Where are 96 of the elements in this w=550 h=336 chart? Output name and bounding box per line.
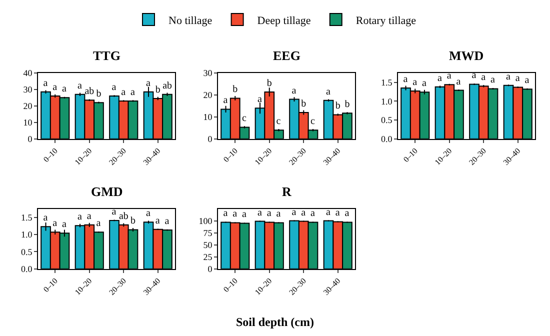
legend-label: No tillage	[168, 14, 212, 27]
y-tick-label: 0	[28, 134, 33, 144]
data-label: a	[121, 86, 126, 98]
data-label: ab	[118, 210, 128, 222]
data-label: b	[266, 78, 272, 90]
chart-title: R	[282, 184, 292, 199]
data-label: a	[506, 71, 512, 82]
data-label: ab	[84, 86, 94, 98]
data-label: b	[130, 216, 136, 227]
data-label: a	[258, 207, 263, 218]
data-label: b	[155, 84, 160, 96]
y-tick-label: 50	[203, 240, 213, 250]
data-label: a	[146, 208, 152, 220]
x-tick-label: 0–10	[222, 146, 240, 164]
data-label: a	[438, 72, 443, 84]
y-tick-label: 25	[203, 252, 213, 262]
data-label: a	[310, 208, 316, 220]
data-label: a	[112, 82, 117, 94]
y-tick-label: 1.0	[380, 96, 393, 106]
y-tick-label: 30	[23, 84, 33, 95]
data-label: a	[155, 215, 160, 226]
y-tick-label: 0.5	[380, 115, 393, 126]
x-tick-label: 0–10	[222, 276, 240, 294]
y-tick-label: 0.0	[380, 134, 393, 144]
x-tick-label: 0–10	[42, 146, 60, 164]
y-tick-label: 1.5	[20, 212, 33, 222]
y-tick-label: 10	[203, 112, 213, 122]
chart-title: MWD	[449, 48, 484, 63]
data-label: a	[223, 208, 228, 220]
data-label: a	[335, 208, 340, 219]
data-label: a	[78, 80, 83, 92]
data-label: a	[112, 206, 117, 218]
data-label: b	[232, 84, 238, 96]
data-label: b	[335, 100, 340, 112]
y-tick-label: 0.5	[20, 246, 33, 257]
data-label: a	[86, 210, 92, 222]
data-label: a	[292, 206, 297, 218]
y-tick-label: 40	[23, 68, 33, 78]
data-label: a	[43, 78, 48, 89]
data-label: a	[524, 75, 530, 86]
data-label: a	[403, 74, 408, 85]
data-label: a	[326, 206, 332, 218]
data-label: c	[310, 116, 316, 128]
data-label: ab	[162, 80, 172, 92]
data-label: a	[52, 218, 58, 230]
x-tick-label: 0–10	[42, 276, 60, 294]
y-tick-label: 20	[203, 90, 213, 100]
y-tick-label: 0.0	[20, 264, 33, 274]
data-label: a	[456, 76, 462, 88]
legend-label: Rotary tillage	[356, 14, 416, 27]
data-label: a	[412, 77, 418, 88]
chart-title: EEG	[273, 48, 300, 63]
data-label: a	[130, 86, 136, 98]
y-tick-label: 0	[208, 134, 213, 144]
data-label: a	[43, 212, 48, 224]
data-label: a	[490, 74, 496, 86]
data-label: b	[96, 88, 102, 100]
data-label: b	[344, 99, 350, 110]
y-tick-label: 1.5	[380, 77, 393, 88]
data-label: a	[446, 70, 452, 82]
y-tick-label: 75	[203, 228, 213, 238]
data-label: a	[223, 95, 228, 106]
data-label: a	[146, 78, 152, 89]
y-tick-label: 10	[23, 118, 33, 128]
data-label: b	[301, 98, 306, 110]
y-tick-label: 20	[23, 101, 33, 112]
data-label: a	[344, 208, 350, 220]
data-label: a	[96, 218, 102, 230]
data-label: a	[515, 73, 520, 84]
data-label: a	[258, 94, 263, 106]
data-label: c	[276, 116, 282, 128]
y-tick-label: 1.0	[20, 230, 33, 240]
data-label: a	[481, 72, 486, 84]
data-label: a	[62, 219, 67, 230]
data-label: a	[266, 208, 272, 220]
data-label: a	[78, 212, 83, 223]
data-label: a	[292, 85, 297, 96]
data-label: a	[472, 70, 477, 82]
data-label: c	[242, 113, 247, 124]
data-label: a	[276, 208, 282, 220]
y-tick-label: 0	[208, 264, 213, 274]
chart-title: TTG	[93, 48, 120, 63]
data-label: a	[62, 84, 67, 95]
data-label: a	[326, 86, 332, 98]
y-tick-label: 100	[198, 216, 213, 226]
y-tick-label: 30	[203, 68, 213, 78]
data-label: a	[232, 208, 238, 220]
x-tick-label: 0–10	[402, 146, 420, 164]
x-axis-title: Soil depth (cm)	[236, 315, 314, 329]
data-label: a	[164, 216, 170, 228]
data-label: a	[52, 82, 58, 94]
legend-label: Deep tillage	[257, 14, 311, 27]
chart-title: GMD	[91, 184, 123, 199]
data-label: a	[242, 209, 247, 220]
data-label: a	[422, 78, 427, 90]
data-label: a	[301, 207, 306, 218]
